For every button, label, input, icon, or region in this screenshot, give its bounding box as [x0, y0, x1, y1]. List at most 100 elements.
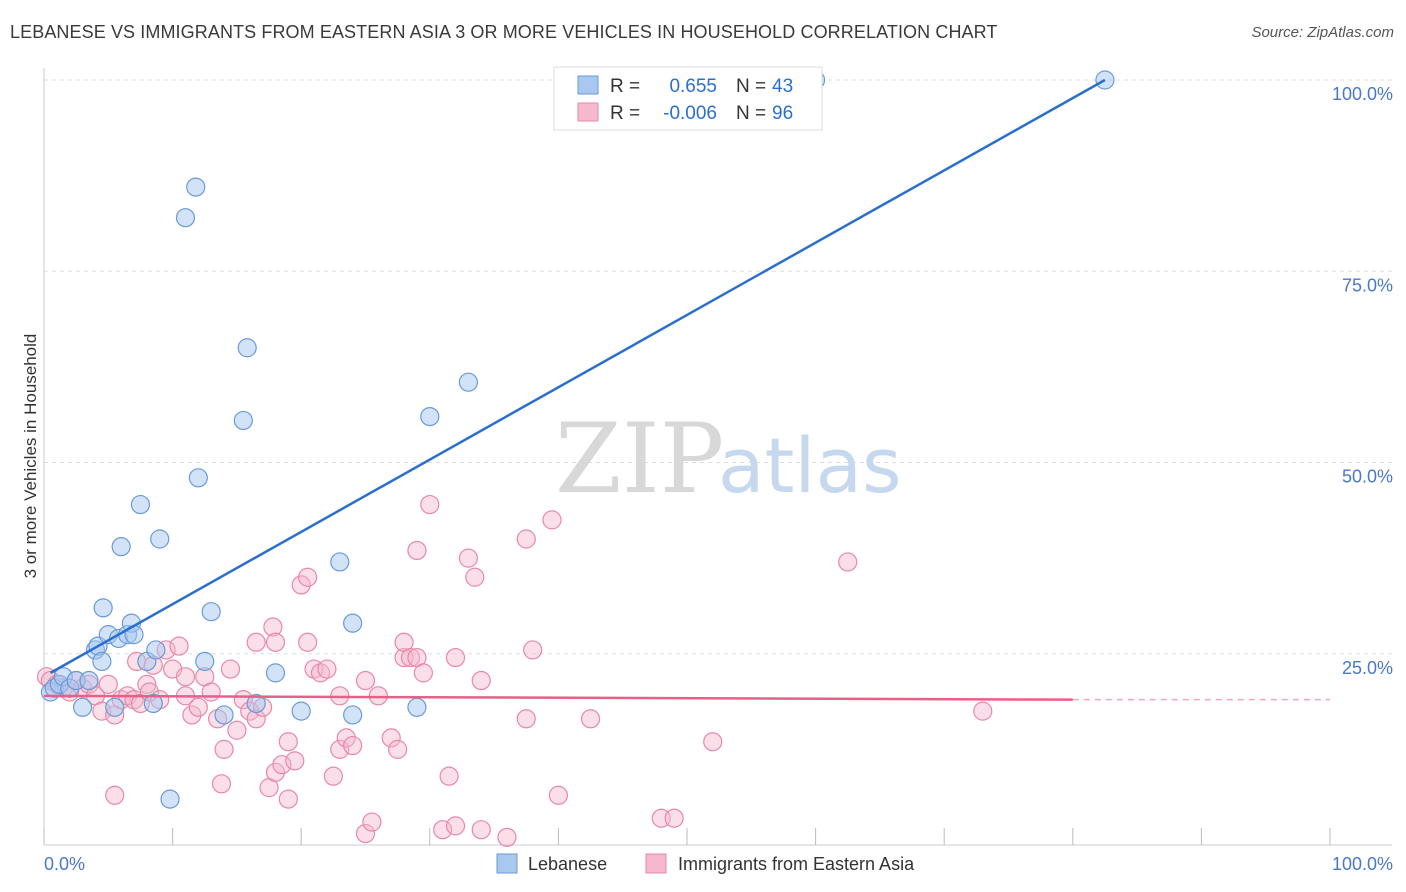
- lebanese-point: [214, 705, 234, 725]
- immigrants-point: [362, 812, 382, 832]
- legend-r-value-2: -0.006: [663, 103, 717, 124]
- immigrants-point: [105, 785, 125, 805]
- immigrants-point: [272, 755, 292, 775]
- immigrants-point: [471, 670, 491, 691]
- gridlines: [44, 79, 1395, 655]
- immigrants-point: [548, 785, 569, 805]
- lebanese-point: [458, 372, 478, 392]
- bottom-swatch-immigrants: [645, 853, 667, 874]
- immigrants-point: [285, 751, 305, 771]
- immigrants-point: [214, 739, 234, 759]
- legend-swatch-immigrants: [577, 102, 599, 122]
- legend-r-value-1: 0.655: [669, 76, 717, 97]
- lebanese-point: [265, 663, 286, 683]
- lebanese-point: [130, 494, 151, 515]
- immigrants-point: [516, 709, 536, 729]
- immigrants-point: [323, 766, 343, 786]
- lebanese-point: [92, 651, 112, 672]
- immigrants-point: [263, 617, 283, 637]
- immigrants-point: [317, 659, 337, 679]
- immigrants-point: [580, 709, 601, 729]
- source-credit: Source: ZipAtlas.com: [1251, 24, 1394, 41]
- bottom-legend-lebanese: Lebanese: [528, 854, 607, 874]
- immigrants-point: [465, 567, 485, 587]
- lebanese-point: [72, 697, 93, 717]
- immigrants-point: [838, 552, 858, 572]
- immigrants-point: [211, 774, 232, 794]
- immigrants-point: [298, 567, 318, 587]
- watermark: ZIP atlas: [555, 403, 902, 515]
- immigrants-point: [175, 667, 196, 687]
- lebanese-point: [160, 789, 180, 809]
- immigrants-point: [439, 766, 459, 786]
- immigrants-point: [182, 705, 202, 725]
- axes: [43, 68, 1392, 846]
- immigrants-point: [291, 575, 311, 595]
- x-tick-label-min: 0.0%: [44, 854, 85, 874]
- immigrants-point: [400, 647, 421, 668]
- lebanese-point: [93, 598, 113, 618]
- lebanese-points: [40, 70, 1115, 809]
- lebanese-point: [201, 602, 221, 622]
- y-tick-label: 75.0%: [1342, 275, 1393, 295]
- lebanese-point: [291, 701, 311, 721]
- legend-n-label-1: N =: [736, 76, 766, 97]
- immigrants-point: [188, 697, 208, 717]
- immigrants-point: [703, 732, 723, 752]
- immigrants-point: [336, 728, 356, 748]
- immigrants-point: [343, 735, 363, 756]
- lebanese-point: [175, 208, 196, 228]
- immigrants-points: [36, 494, 993, 847]
- lebanese-point: [146, 640, 166, 660]
- lebanese-point: [195, 651, 215, 672]
- legend-r-label-1: R =: [610, 76, 640, 97]
- immigrants-point: [137, 674, 157, 694]
- immigrants-point: [330, 739, 350, 759]
- lebanese-point: [420, 407, 440, 427]
- lebanese-point: [233, 410, 253, 431]
- immigrants-point: [445, 816, 466, 836]
- lebanese-point: [330, 552, 350, 572]
- immigrants-point: [388, 739, 408, 759]
- lebanese-trend-line: [49, 78, 1106, 674]
- immigrants-point: [201, 682, 221, 702]
- legend-swatch-lebanese: [577, 75, 599, 95]
- immigrants-point: [265, 632, 286, 652]
- lebanese-point: [237, 338, 257, 358]
- immigrants-point: [413, 663, 433, 683]
- lebanese-point: [79, 670, 99, 691]
- lebanese-point: [105, 697, 125, 717]
- tick-labels: 25.0% 50.0% 75.0% 100.0% 0.0% 100.0%: [44, 84, 1393, 874]
- immigrants-point: [265, 762, 286, 782]
- immigrants-point: [407, 540, 427, 561]
- immigrants-point: [433, 820, 453, 840]
- immigrants-point: [278, 789, 298, 809]
- x-tick-label-max: 100.0%: [1332, 854, 1393, 874]
- immigrants-point: [420, 494, 440, 515]
- legend-r-label-2: R =: [610, 103, 640, 124]
- lebanese-point: [343, 705, 363, 725]
- immigrants-point: [664, 808, 684, 828]
- correlation-legend: R = 0.655 N = 43 R = -0.006 N = 96: [553, 66, 823, 131]
- watermark-atlas: atlas: [718, 421, 902, 510]
- y-tick-label: 50.0%: [1342, 467, 1393, 487]
- lebanese-point: [186, 177, 206, 197]
- legend-n-label-2: N =: [736, 103, 766, 124]
- lebanese-point: [150, 529, 170, 549]
- immigrants-point: [220, 659, 241, 679]
- immigrants-point: [169, 636, 189, 656]
- immigrants-point: [246, 632, 266, 652]
- immigrants-point: [381, 728, 401, 748]
- chart-title: LEBANESE VS IMMIGRANTS FROM EASTERN ASIA…: [10, 22, 998, 42]
- bottom-legend-immigrants: Immigrants from Eastern Asia: [678, 854, 915, 874]
- immigrants-point: [227, 720, 247, 740]
- immigrants-point: [355, 670, 376, 691]
- lebanese-point: [343, 613, 363, 633]
- trend-lines: [43, 78, 1330, 701]
- lebanese-point: [143, 693, 163, 714]
- immigrants-point: [298, 632, 318, 652]
- y-tick-label: 100.0%: [1332, 84, 1393, 104]
- lebanese-point: [188, 468, 208, 488]
- y-tick-label: 25.0%: [1342, 658, 1393, 678]
